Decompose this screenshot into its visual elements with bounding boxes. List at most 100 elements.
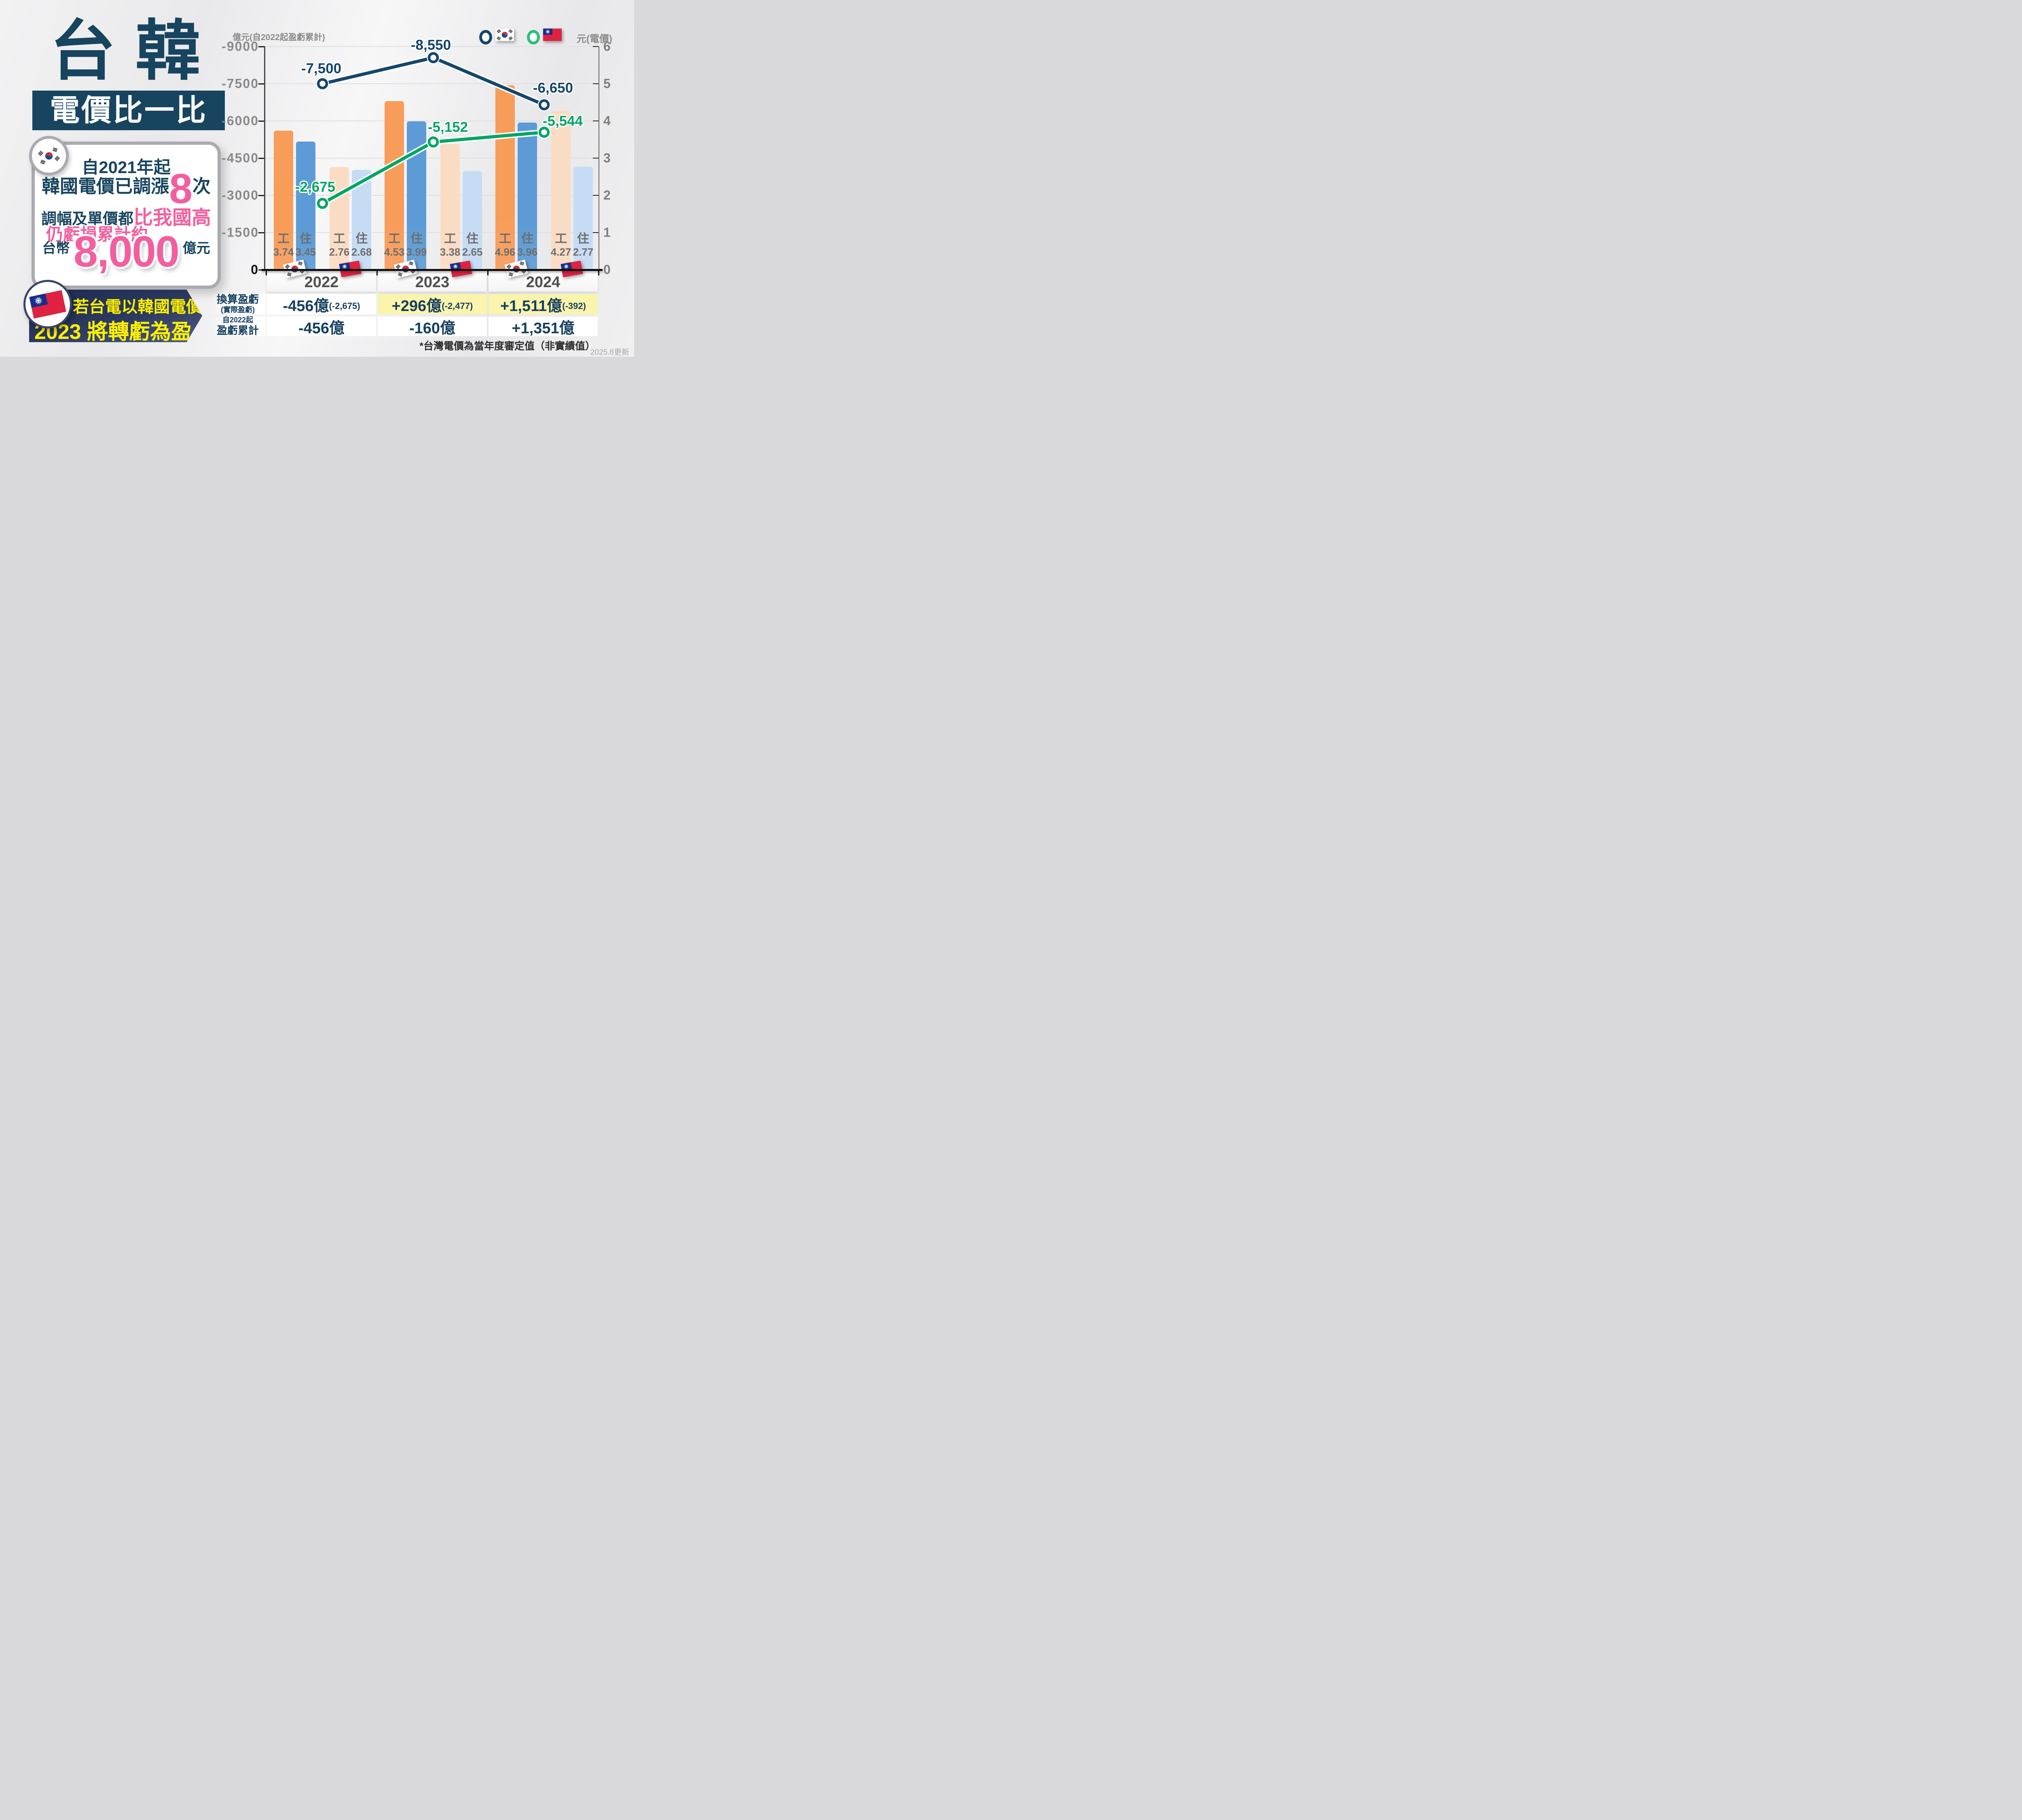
line-label-taiwan-cumulative-loss-2023: -5,152 xyxy=(427,119,468,135)
right-axis-tick-label: 2 xyxy=(603,188,611,203)
bar-label-taiwan-industrial-2023: 工 3.38 xyxy=(440,232,461,258)
korea-card-higher-than-us: 比我國高 xyxy=(133,207,212,229)
table-cell-2022-row1: -456億 xyxy=(267,317,376,337)
year-band-2022 xyxy=(267,271,376,292)
right-axis-tick-label: 1 xyxy=(603,225,611,240)
korea-flag-icon xyxy=(29,136,69,176)
bar-korea-residential-2022 xyxy=(296,141,315,270)
bar-label-taiwan-residential-2023: 住 2.65 xyxy=(462,232,483,258)
left-axis-tick xyxy=(258,46,265,47)
page-title: 台 韓 xyxy=(50,15,202,88)
korea-flag-image xyxy=(36,145,62,166)
left-axis-title: 億元(自2022起盈虧累計) xyxy=(233,33,325,42)
line-series-layer xyxy=(316,51,551,210)
korea-card-line3-text: 調幅及單價都 xyxy=(41,211,133,228)
left-axis-tick-label: -1500 xyxy=(222,225,259,240)
legend-ring-taiwan xyxy=(527,30,540,44)
x-axis-tick xyxy=(376,270,378,275)
right-axis-tick xyxy=(593,232,599,233)
left-axis-tick xyxy=(258,232,265,233)
right-axis-tick xyxy=(593,158,599,159)
line-label-taiwan-cumulative-loss-2022: -2,675 xyxy=(295,179,336,195)
taiwan-flag-icon xyxy=(23,280,72,328)
left-axis-tick-label: -9000 xyxy=(222,39,259,54)
bar-korea-industrial-2023 xyxy=(385,101,404,270)
right-axis-tick-label: 4 xyxy=(603,113,611,128)
right-axis-tick-label: 3 xyxy=(603,150,611,165)
legend-taiwan-flag-icon xyxy=(543,28,562,41)
x-axis-tick xyxy=(598,270,599,275)
line-label-korea-cumulative-loss-2022: -7,500 xyxy=(301,61,342,76)
bar-taiwan-industrial-2022 xyxy=(330,167,349,270)
gridline xyxy=(265,46,599,47)
korea-card-line3: 調幅及單價都比我國高 xyxy=(35,201,218,230)
left-axis-tick-label: -7500 xyxy=(222,76,259,91)
left-axis-tick-label: -6000 xyxy=(222,113,259,128)
legend-ring-korea xyxy=(479,30,492,44)
left-axis-tick xyxy=(258,121,265,122)
right-axis-tick-label: 5 xyxy=(603,76,611,91)
year-band-2024 xyxy=(489,271,598,292)
line-label-korea-cumulative-loss-2023: -8,550 xyxy=(410,37,451,53)
table-cell-2024-row0: +1,511億 (-392) xyxy=(489,294,598,315)
left-axis-tick xyxy=(258,83,265,85)
right-axis-title: 元(電價) xyxy=(577,34,612,44)
bar-label-korea-residential-2024: 住 3.96 xyxy=(517,232,538,258)
x-axis-tick xyxy=(487,270,489,275)
table-cell-2024-row1: +1,351億 xyxy=(489,317,598,337)
korea-card-8000: 8,000 xyxy=(73,227,180,276)
bar-label-taiwan-industrial-2024: 工 4.27 xyxy=(550,232,571,258)
korea-card-8-times: 8 xyxy=(169,165,192,212)
year-band-2023 xyxy=(378,271,487,292)
korea-info-card: 自2021年起 韓國電價已調漲8次 調幅及單價都比我國高 仍虧損累計約 台幣 8… xyxy=(29,136,221,289)
korea-card-line2-text: 韓國電價已調漲 xyxy=(42,176,169,197)
right-axis-tick-label: 0 xyxy=(603,262,611,277)
table-row-label-0: 換算盈虧 (實際盈虧) xyxy=(210,293,265,314)
page-subtitle-box: 電價比一比 xyxy=(32,91,225,130)
left-axis-tick xyxy=(258,158,265,159)
korea-card-unit: 億元 xyxy=(182,241,210,256)
bar-korea-industrial-2022 xyxy=(274,130,293,270)
bar-taiwan-industrial-2023 xyxy=(440,144,460,270)
bar-label-korea-industrial-2024: 工 4.96 xyxy=(495,232,516,258)
chart-footnote: *台灣電價為當年度審定值（非實績值） xyxy=(419,341,595,352)
bar-korea-industrial-2024 xyxy=(495,85,515,270)
right-axis-tick-label: 6 xyxy=(603,39,611,54)
line-label-korea-cumulative-loss-2024: -6,650 xyxy=(533,80,573,96)
taiwan-banner-line2: 2023 將轉虧為盈 xyxy=(32,315,195,344)
taiwan-banner-line1: 若台電以韓國電價 xyxy=(73,298,202,316)
left-axis-tick-label: -4500 xyxy=(222,150,259,165)
left-axis-tick-label: 0 xyxy=(251,262,259,277)
right-axis-tick xyxy=(593,46,599,47)
bar-label-korea-industrial-2022: 工 3.74 xyxy=(273,232,294,258)
year-label-2024: 2024 xyxy=(526,274,560,291)
bar-taiwan-residential-2023 xyxy=(463,171,482,270)
left-axis-line xyxy=(264,47,265,270)
combo-chart: -9000 6 -7500 5 -6000 4 -4500 3 -3000 2 -1500 1 0 0 億元… xyxy=(0,0,634,357)
bar-label-taiwan-residential-2022: 住 2.68 xyxy=(351,232,372,258)
table-cell-2023-row1: -160億 xyxy=(378,317,487,337)
year-label-2022: 2022 xyxy=(304,274,339,291)
taiwan-flag-image xyxy=(29,290,66,319)
bar-label-taiwan-industrial-2022: 工 2.76 xyxy=(329,232,350,258)
update-date: 2025.8更新 xyxy=(590,348,629,357)
table-row-label-1: 自2022起 盈虧累計 xyxy=(210,316,265,336)
korea-card-line4: 仍虧損累計約 xyxy=(46,225,148,244)
line-label-taiwan-cumulative-loss-2024: -5,544 xyxy=(542,113,583,129)
bar-korea-residential-2024 xyxy=(518,122,537,270)
gridline xyxy=(265,83,599,84)
x-axis-line xyxy=(262,269,603,271)
infographic-taiwan-korea-electricity: 台 韓 電價比一比 自2021年起 韓國電價已調漲8次 調幅及單價都比我國高 仍… xyxy=(0,0,634,357)
korea-card-line2: 韓國電價已調漲8次 xyxy=(35,168,218,210)
bar-label-korea-residential-2023: 住 3.99 xyxy=(406,232,427,258)
bar-label-taiwan-residential-2024: 住 2.77 xyxy=(573,232,594,258)
left-axis-tick-label: -3000 xyxy=(222,188,259,203)
bar-taiwan-residential-2024 xyxy=(573,167,593,270)
axis-taiwan-flag-icon-2024 xyxy=(560,260,583,277)
gridline xyxy=(265,232,599,233)
right-axis-tick xyxy=(593,83,599,84)
taiwan-banner-text: 將轉虧為盈 xyxy=(87,320,192,344)
year-label-2023: 2023 xyxy=(415,274,450,291)
korea-card-line1: 自2021年起 xyxy=(82,158,171,177)
bar-label-korea-industrial-2023: 工 4.53 xyxy=(384,232,405,258)
